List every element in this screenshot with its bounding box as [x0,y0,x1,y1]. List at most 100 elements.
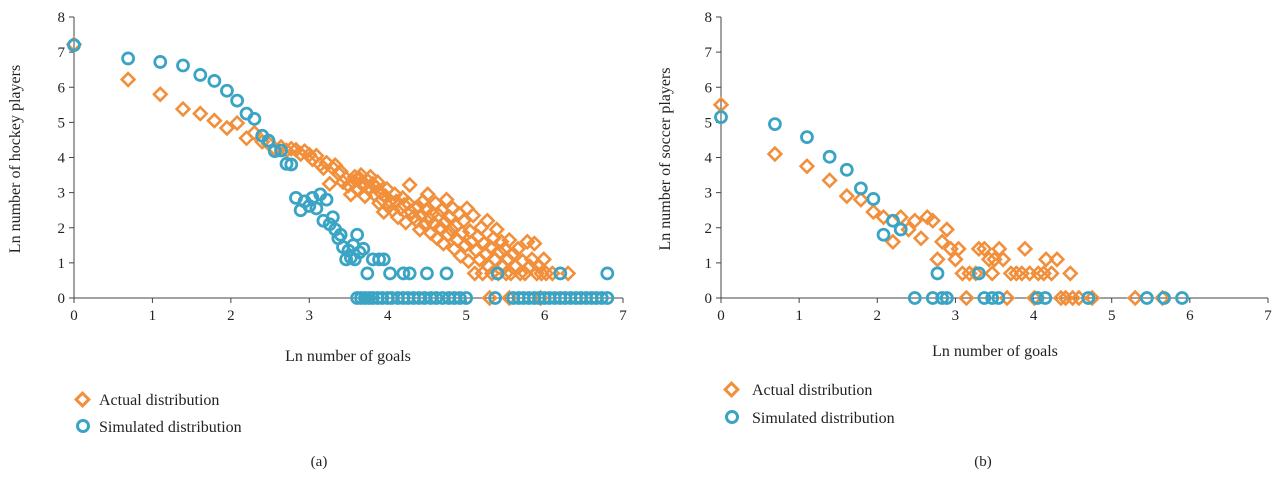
legend-b: Actual distribution Simulated distributi… [723,381,895,427]
data-point-actual [416,216,433,233]
y-tick-label: 6 [705,80,713,96]
data-point-simulated [350,227,365,242]
data-point-actual [958,289,975,307]
data-point-actual [933,233,951,251]
x-axis-title-b: Ln number of goals [932,343,1058,360]
data-point-actual [501,231,518,249]
y-tick-label: 8 [58,10,66,26]
y-tick-label: 0 [705,291,713,307]
x-tick-label: 1 [149,308,157,324]
legend-simulated-label: Simulated distribution [99,419,242,436]
data-point-actual [1083,289,1101,307]
data-point-simulated [439,266,454,281]
caption-a: (a) [311,454,328,470]
data-point-simulated [600,266,615,281]
y-tick-label: 8 [705,10,713,26]
data-point-simulated [375,291,390,305]
data-point-actual [919,209,936,226]
data-point-actual [206,112,223,129]
data-point-simulated [383,266,397,281]
data-point-simulated [886,213,900,228]
data-point-actual [296,142,313,160]
x-tick-label: 3 [952,308,960,324]
data-point-actual [439,226,457,243]
data-point-simulated [402,266,417,281]
panel-a: Ln number of hockey players Ln number of… [7,10,627,470]
y-tick-label: 6 [58,80,66,96]
data-point-actual [152,86,169,103]
data-point-actual [218,119,236,137]
data-point-simulated [319,192,334,207]
data-point-actual [950,240,967,258]
data-point-actual [499,251,516,268]
y-tick-label: 4 [705,151,713,167]
data-point-actual [798,158,816,175]
x-tick-label: 0 [70,308,78,324]
y-axis-title-a: Ln number of hockey players [7,65,24,253]
x-tick-label: 6 [1186,308,1194,324]
y-tick-label: 2 [58,221,66,237]
data-point-simulated [714,110,728,125]
data-point-actual [464,207,482,224]
data-point-actual [174,100,192,118]
data-point-actual [526,235,543,252]
data-point-simulated [971,266,986,281]
data-point-actual [821,172,838,189]
data-point-simulated [376,252,391,267]
data-point-actual [272,138,290,156]
y-tick-label: 3 [58,186,66,202]
data-point-actual [712,96,730,114]
data-point-simulated [360,266,375,281]
x-axis-title-a: Ln number of goals [285,348,411,365]
data-point-simulated [822,149,837,164]
x-tick-label: 5 [462,308,470,324]
data-point-simulated [1157,291,1171,305]
data-point-simulated [1081,291,1096,305]
y-tick-label: 4 [58,151,66,167]
data-point-actual [119,71,137,88]
y-tick-label: 5 [58,115,66,131]
data-point-simulated [207,74,222,88]
series-simulated [67,38,615,305]
data-point-actual [419,186,436,203]
data-point-actual [1037,251,1055,268]
y-tick-label: 2 [705,221,713,237]
y-tick-label: 1 [58,256,66,272]
y-tick-label: 1 [705,256,713,272]
data-point-simulated [935,291,950,305]
data-point-actual [884,233,902,251]
data-point-actual [976,240,993,258]
data-point-actual [438,191,455,208]
data-point-simulated [325,210,340,225]
data-point-simulated [284,157,299,172]
data-point-simulated [490,266,505,281]
data-point-simulated [1175,291,1189,305]
data-point-actual [938,221,956,238]
data-point-actual [865,203,882,221]
series-actual [712,96,1171,307]
data-point-actual [906,212,923,229]
x-tick-label: 6 [541,308,549,324]
data-point-simulated [429,291,444,305]
data-point-actual [401,176,418,194]
y-tick-label: 0 [58,291,66,307]
data-point-actual [1062,265,1079,282]
x-tick-label: 5 [1108,308,1116,324]
data-point-simulated [309,201,324,216]
x-tick-label: 2 [227,308,235,324]
data-point-actual [321,175,338,193]
data-point-simulated [800,130,814,145]
y-tick-label: 3 [705,186,713,202]
data-point-actual [983,265,1001,282]
data-point-actual [455,212,472,229]
x-tick-label: 1 [795,308,803,324]
data-point-actual [1070,289,1088,307]
data-point-simulated [333,227,348,242]
data-point-actual [1021,265,1038,282]
data-point-actual [457,237,474,254]
data-point-simulated [893,222,908,237]
data-point-simulated [1139,291,1154,305]
data-point-actual [1126,289,1144,307]
x-tick-label: 4 [384,308,392,324]
